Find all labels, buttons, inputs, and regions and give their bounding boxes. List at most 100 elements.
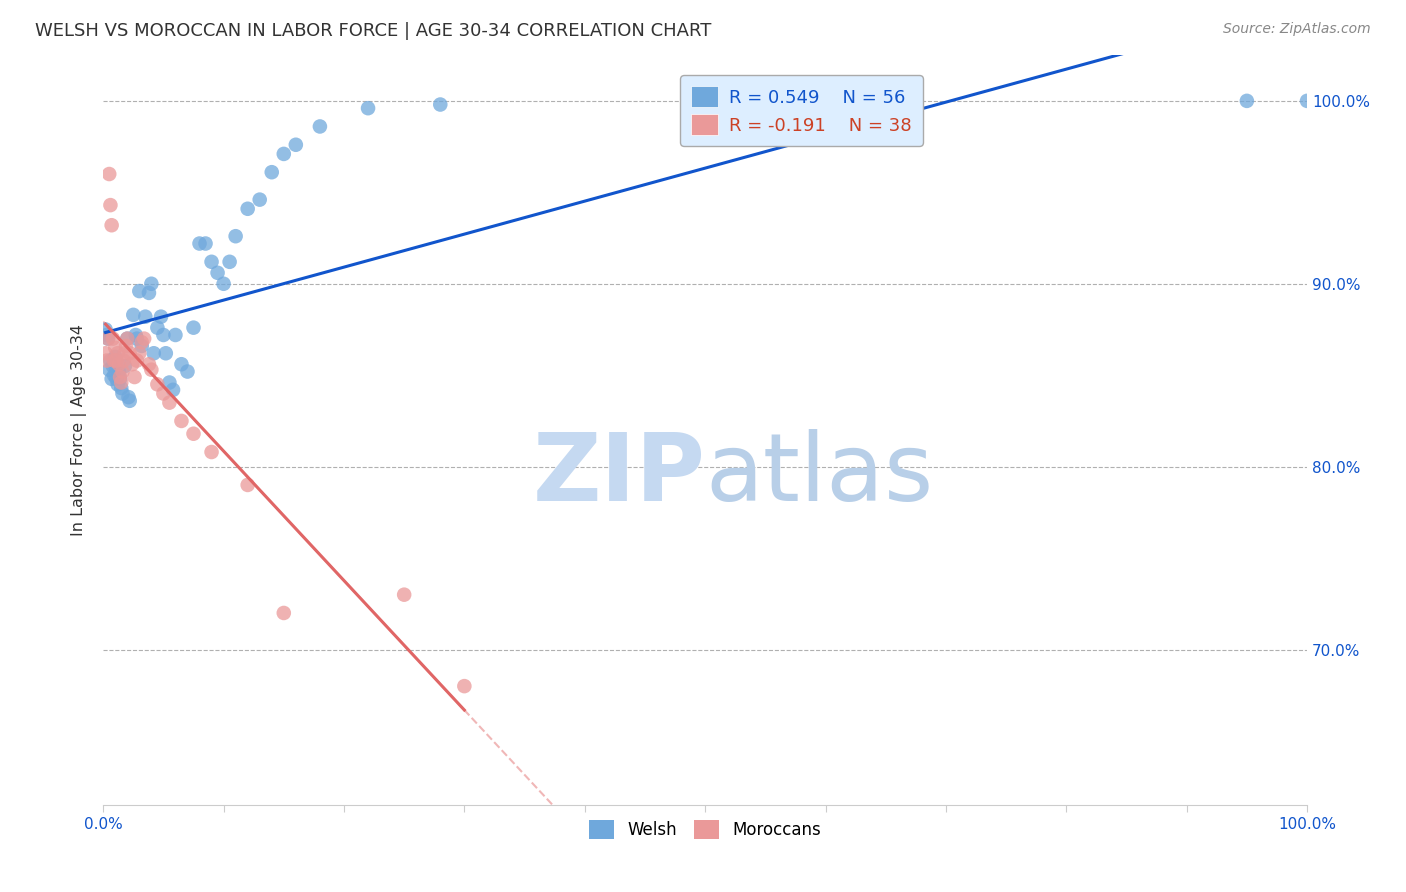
Point	[200, 255, 222, 269]
Point	[101, 359, 124, 373]
Point	[97, 332, 120, 346]
Point	[146, 377, 169, 392]
Point	[183, 426, 205, 441]
Point	[121, 357, 143, 371]
Point	[108, 365, 131, 379]
Point	[105, 353, 128, 368]
Point	[117, 332, 139, 346]
Point	[260, 165, 283, 179]
Point	[110, 376, 132, 390]
Point	[103, 353, 125, 368]
Text: ZIP: ZIP	[533, 429, 706, 521]
Point	[125, 328, 148, 343]
Point	[104, 359, 127, 373]
Point	[104, 350, 127, 364]
Point	[96, 328, 118, 343]
Point	[110, 381, 132, 395]
Point	[117, 332, 139, 346]
Point	[100, 372, 122, 386]
Point	[152, 328, 174, 343]
Point	[115, 339, 138, 353]
Point	[122, 308, 145, 322]
Point	[107, 346, 129, 360]
Point	[117, 390, 139, 404]
Point	[152, 386, 174, 401]
Point	[159, 376, 181, 390]
Legend: Welsh, Moroccans: Welsh, Moroccans	[582, 813, 828, 846]
Point	[96, 353, 118, 368]
Point	[131, 339, 153, 353]
Point	[108, 357, 131, 371]
Point	[429, 97, 451, 112]
Point	[162, 383, 184, 397]
Point	[125, 332, 148, 346]
Point	[114, 359, 136, 373]
Point	[97, 332, 120, 346]
Text: WELSH VS MOROCCAN IN LABOR FORCE | AGE 30-34 CORRELATION CHART: WELSH VS MOROCCAN IN LABOR FORCE | AGE 3…	[35, 22, 711, 40]
Point	[188, 236, 211, 251]
Point	[273, 147, 295, 161]
Point	[111, 365, 134, 379]
Point	[1296, 94, 1319, 108]
Point	[100, 353, 122, 368]
Point	[138, 285, 160, 300]
Point	[212, 277, 235, 291]
Point	[124, 370, 146, 384]
Point	[128, 284, 150, 298]
Y-axis label: In Labor Force | Age 30-34: In Labor Force | Age 30-34	[72, 324, 87, 536]
Point	[107, 377, 129, 392]
Text: Source: ZipAtlas.com: Source: ZipAtlas.com	[1223, 22, 1371, 37]
Point	[131, 335, 153, 350]
Point	[128, 346, 150, 360]
Point	[170, 357, 193, 371]
Point	[159, 395, 181, 409]
Point	[453, 679, 475, 693]
Point	[284, 137, 307, 152]
Point	[138, 357, 160, 371]
Point	[100, 219, 122, 233]
Point	[98, 167, 121, 181]
Point	[200, 445, 222, 459]
Point	[108, 370, 131, 384]
Point	[249, 193, 271, 207]
Point	[176, 365, 198, 379]
Point	[104, 341, 127, 355]
Point	[112, 353, 135, 368]
Point	[94, 346, 117, 360]
Point	[165, 328, 187, 343]
Point	[155, 346, 177, 360]
Point	[273, 606, 295, 620]
Point	[142, 346, 165, 360]
Point	[114, 346, 136, 360]
Point	[146, 320, 169, 334]
Point	[98, 362, 121, 376]
Point	[118, 393, 141, 408]
Point	[103, 368, 125, 383]
Point	[194, 236, 217, 251]
Point	[105, 372, 128, 386]
Point	[141, 362, 163, 376]
Point	[118, 346, 141, 360]
Point	[125, 353, 148, 368]
Point	[170, 414, 193, 428]
Point	[357, 101, 380, 115]
Point	[236, 478, 259, 492]
Point	[392, 588, 415, 602]
Point	[225, 229, 247, 244]
Point	[101, 332, 124, 346]
Point	[309, 120, 332, 134]
Point	[100, 198, 122, 212]
Point	[94, 322, 117, 336]
Point	[1236, 94, 1258, 108]
Point	[150, 310, 173, 324]
Point	[183, 320, 205, 334]
Text: atlas: atlas	[706, 429, 934, 521]
Point	[141, 277, 163, 291]
Point	[218, 255, 240, 269]
Point	[108, 372, 131, 386]
Point	[134, 310, 156, 324]
Point	[207, 266, 229, 280]
Point	[111, 386, 134, 401]
Point	[134, 332, 156, 346]
Point	[236, 202, 259, 216]
